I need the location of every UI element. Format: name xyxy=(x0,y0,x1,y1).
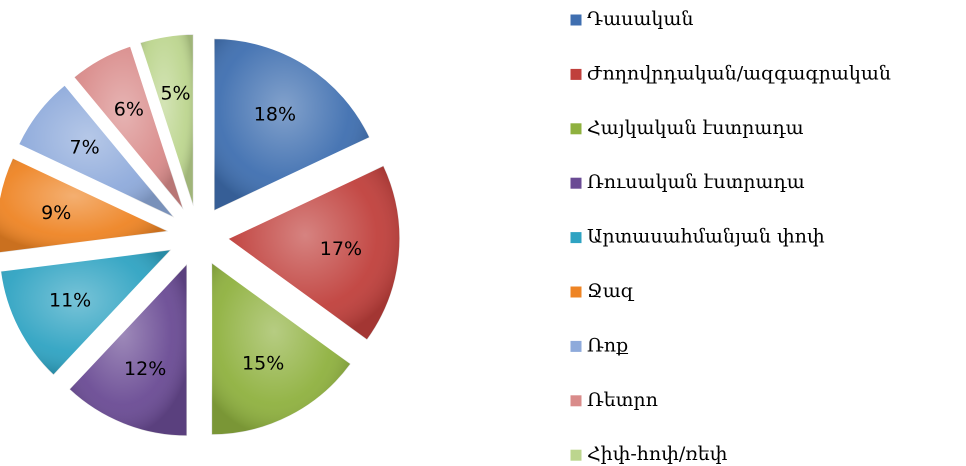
slice-shine xyxy=(0,249,172,376)
legend-swatch xyxy=(569,339,583,353)
legend-label: Հիփ-հոփ/ռեփ xyxy=(587,443,728,465)
legend-label: Ժողովրդական/ազգագրական xyxy=(587,62,891,84)
slice-shine xyxy=(211,262,351,435)
legend-label: Ռոք xyxy=(587,334,628,356)
data-label: 12% xyxy=(124,358,166,380)
data-label: 6% xyxy=(114,99,144,121)
legend-label: Ռուսական էստրադա xyxy=(587,171,805,193)
slice-shine xyxy=(18,85,175,218)
data-label: 7% xyxy=(70,137,100,159)
data-label: 18% xyxy=(254,103,296,125)
legend-swatch xyxy=(569,122,583,136)
slice-shine xyxy=(214,38,370,211)
legend-swatch xyxy=(569,448,583,462)
data-label: 11% xyxy=(49,290,91,312)
data-label: 9% xyxy=(41,202,71,224)
legend-swatch xyxy=(569,231,583,245)
slice-shine xyxy=(140,34,194,207)
slice-shine xyxy=(0,158,169,253)
data-label: 15% xyxy=(242,352,284,374)
slice-shine xyxy=(227,165,400,340)
slice-shine xyxy=(73,46,184,210)
legend-label: Հայկական էստրադա xyxy=(587,117,804,139)
legend-swatch xyxy=(569,176,583,190)
data-label: 5% xyxy=(160,83,190,105)
legend-label: Արտասահմանյան փոփ xyxy=(587,226,825,248)
slice-shine xyxy=(69,263,187,436)
legend-swatch xyxy=(569,67,583,81)
legend-label: Դասական xyxy=(587,8,693,30)
legend-swatch xyxy=(569,13,583,27)
data-label: 17% xyxy=(320,238,362,260)
legend-label: Ջազ xyxy=(587,280,635,302)
legend-label: Ռետրո xyxy=(587,389,658,411)
legend-swatch xyxy=(569,394,583,408)
legend-swatch xyxy=(569,285,583,299)
